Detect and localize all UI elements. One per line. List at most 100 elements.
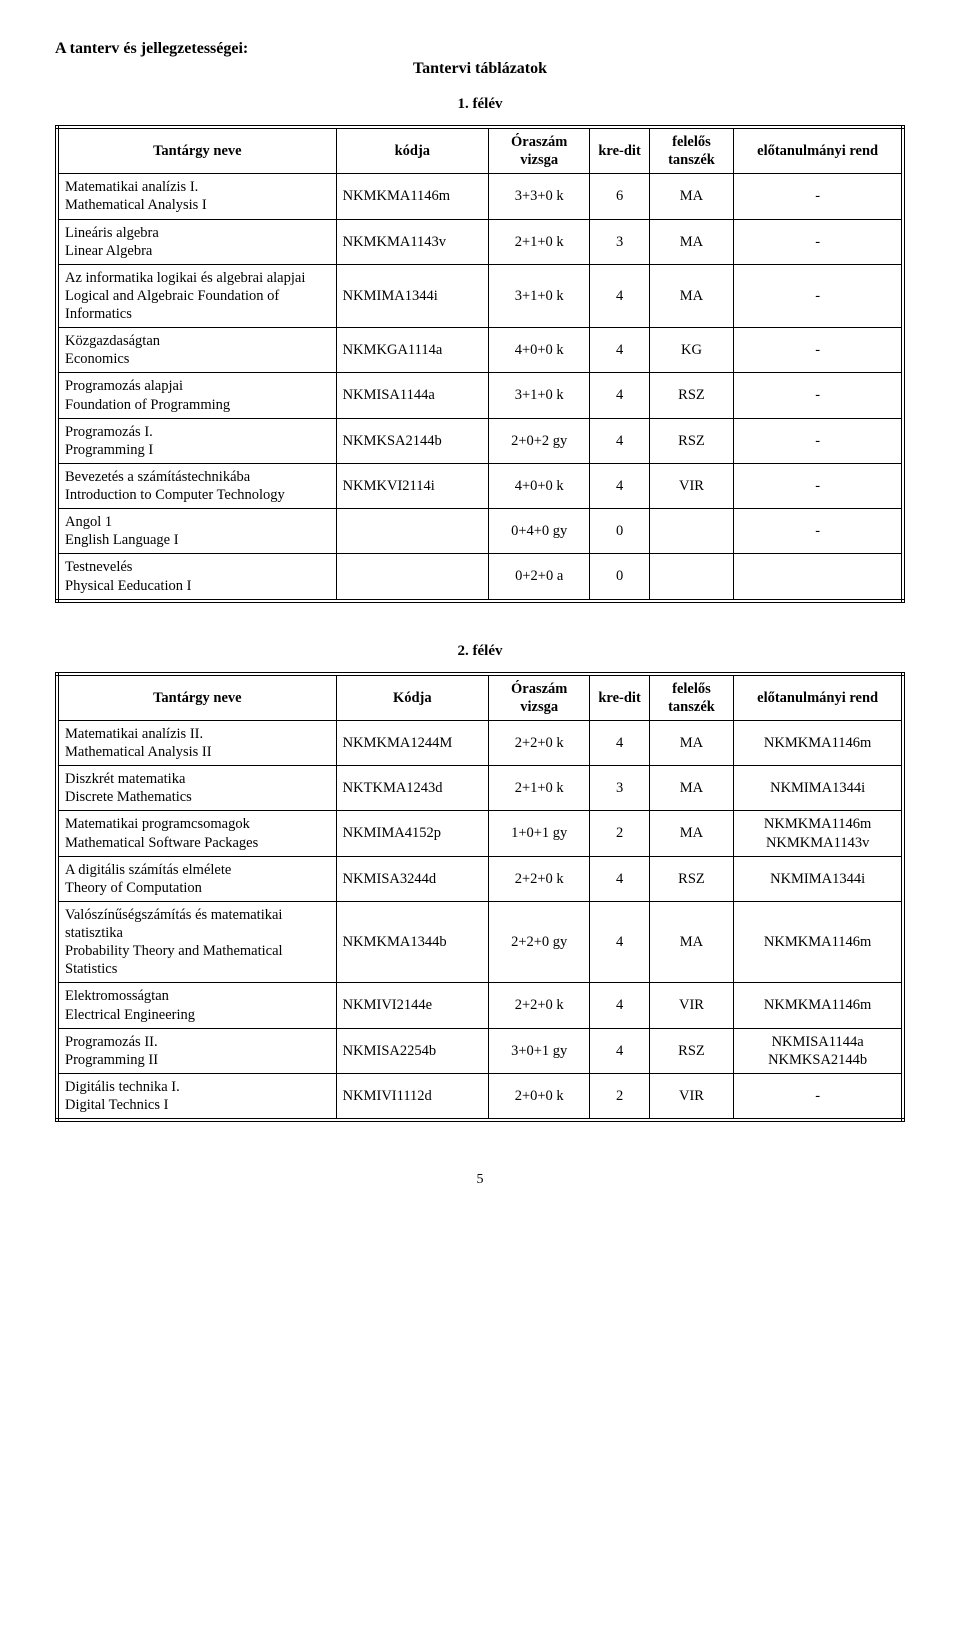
cell-prereq: - bbox=[734, 418, 903, 463]
col-code: Kódja bbox=[336, 674, 488, 721]
cell-hours: 4+0+0 k bbox=[488, 328, 590, 373]
cell-name: Programozás alapjai Foundation of Progra… bbox=[57, 373, 336, 418]
col-code: kódja bbox=[336, 127, 488, 174]
cell-name: Diszkrét matematika Discrete Mathematics bbox=[57, 766, 336, 811]
table-row: Programozás II. Programming IINKMISA2254… bbox=[57, 1028, 903, 1073]
cell-credit: 4 bbox=[590, 373, 649, 418]
table-row: Matematikai programcsomagok Mathematical… bbox=[57, 811, 903, 856]
cell-name: Az informatika logikai és algebrai alapj… bbox=[57, 264, 336, 327]
cell-name: Angol 1 English Language I bbox=[57, 509, 336, 554]
semester1-body: Matematikai analízis I. Mathematical Ana… bbox=[57, 174, 903, 601]
table-row: Lineáris algebra Linear AlgebraNKMKMA114… bbox=[57, 219, 903, 264]
cell-dept bbox=[649, 554, 734, 601]
cell-hours: 2+1+0 k bbox=[488, 219, 590, 264]
cell-credit: 2 bbox=[590, 1073, 649, 1120]
cell-prereq: NKMKMA1146m bbox=[734, 720, 903, 765]
cell-hours: 3+3+0 k bbox=[488, 174, 590, 219]
col-name: Tantárgy neve bbox=[57, 127, 336, 174]
cell-hours: 3+1+0 k bbox=[488, 373, 590, 418]
cell-code: NKMKSA2144b bbox=[336, 418, 488, 463]
page-title-left: A tanterv és jellegzetességei: bbox=[55, 40, 905, 58]
cell-name: Matematikai analízis I. Mathematical Ana… bbox=[57, 174, 336, 219]
cell-dept: MA bbox=[649, 219, 734, 264]
cell-code: NKMIMA1344i bbox=[336, 264, 488, 327]
cell-name: Digitális technika I. Digital Technics I bbox=[57, 1073, 336, 1120]
cell-prereq: - bbox=[734, 509, 903, 554]
table-header-row: Tantárgy neve kódja Óraszám vizsga kre-d… bbox=[57, 127, 903, 174]
cell-hours: 2+2+0 gy bbox=[488, 901, 590, 983]
cell-prereq: - bbox=[734, 328, 903, 373]
cell-hours: 0+2+0 a bbox=[488, 554, 590, 601]
cell-prereq bbox=[734, 554, 903, 601]
cell-hours: 2+0+2 gy bbox=[488, 418, 590, 463]
cell-code: NKTKMA1243d bbox=[336, 766, 488, 811]
cell-credit: 4 bbox=[590, 901, 649, 983]
col-dept: felelős tanszék bbox=[649, 127, 734, 174]
cell-credit: 2 bbox=[590, 811, 649, 856]
cell-name: Elektromosságtan Electrical Engineering bbox=[57, 983, 336, 1028]
cell-credit: 4 bbox=[590, 856, 649, 901]
cell-name: Bevezetés a számítástechnikába Introduct… bbox=[57, 463, 336, 508]
cell-prereq: NKMKMA1146m bbox=[734, 901, 903, 983]
cell-code bbox=[336, 554, 488, 601]
cell-credit: 3 bbox=[590, 219, 649, 264]
cell-prereq: NKMIMA1344i bbox=[734, 856, 903, 901]
cell-dept: VIR bbox=[649, 1073, 734, 1120]
cell-credit: 4 bbox=[590, 720, 649, 765]
cell-code: NKMIVI2144e bbox=[336, 983, 488, 1028]
semester2-heading: 2. félév bbox=[55, 643, 905, 660]
cell-credit: 6 bbox=[590, 174, 649, 219]
table-row: Matematikai analízis I. Mathematical Ana… bbox=[57, 174, 903, 219]
col-hours: Óraszám vizsga bbox=[488, 127, 590, 174]
col-name: Tantárgy neve bbox=[57, 674, 336, 721]
cell-code: NKMIVI1112d bbox=[336, 1073, 488, 1120]
col-hours: Óraszám vizsga bbox=[488, 674, 590, 721]
cell-prereq: - bbox=[734, 373, 903, 418]
cell-prereq: - bbox=[734, 463, 903, 508]
cell-name: Testnevelés Physical Eeducation I bbox=[57, 554, 336, 601]
cell-dept: MA bbox=[649, 720, 734, 765]
cell-code: NKMISA3244d bbox=[336, 856, 488, 901]
cell-dept: RSZ bbox=[649, 1028, 734, 1073]
cell-prereq: - bbox=[734, 174, 903, 219]
table-row: Közgazdaságtan EconomicsNKMKGA1114a4+0+0… bbox=[57, 328, 903, 373]
cell-hours: 4+0+0 k bbox=[488, 463, 590, 508]
cell-prereq: NKMISA1144a NKMKSA2144b bbox=[734, 1028, 903, 1073]
cell-dept: MA bbox=[649, 901, 734, 983]
cell-name: Matematikai programcsomagok Mathematical… bbox=[57, 811, 336, 856]
cell-credit: 4 bbox=[590, 1028, 649, 1073]
cell-prereq: - bbox=[734, 1073, 903, 1120]
table-row: Matematikai analízis II. Mathematical An… bbox=[57, 720, 903, 765]
cell-name: Valószínűségszámítás és matematikai stat… bbox=[57, 901, 336, 983]
cell-code: NKMKMA1344b bbox=[336, 901, 488, 983]
cell-prereq: NKMIMA1344i bbox=[734, 766, 903, 811]
cell-hours: 2+2+0 k bbox=[488, 983, 590, 1028]
cell-code: NKMKMA1244M bbox=[336, 720, 488, 765]
table-row: Digitális technika I. Digital Technics I… bbox=[57, 1073, 903, 1120]
cell-code: NKMKMA1146m bbox=[336, 174, 488, 219]
cell-code bbox=[336, 509, 488, 554]
table-row: Programozás alapjai Foundation of Progra… bbox=[57, 373, 903, 418]
page-title-center: Tantervi táblázatok bbox=[55, 60, 905, 78]
page-number: 5 bbox=[55, 1172, 905, 1188]
cell-credit: 0 bbox=[590, 554, 649, 601]
cell-credit: 4 bbox=[590, 463, 649, 508]
col-prereq: előtanulmányi rend bbox=[734, 127, 903, 174]
cell-credit: 0 bbox=[590, 509, 649, 554]
cell-dept: KG bbox=[649, 328, 734, 373]
cell-code: NKMIMA4152p bbox=[336, 811, 488, 856]
cell-dept: MA bbox=[649, 174, 734, 219]
cell-name: A digitális számítás elmélete Theory of … bbox=[57, 856, 336, 901]
table-row: Bevezetés a számítástechnikába Introduct… bbox=[57, 463, 903, 508]
table-row: Programozás I. Programming INKMKSA2144b2… bbox=[57, 418, 903, 463]
cell-dept: VIR bbox=[649, 983, 734, 1028]
cell-credit: 4 bbox=[590, 264, 649, 327]
semester1-heading: 1. félév bbox=[55, 96, 905, 113]
cell-hours: 0+4+0 gy bbox=[488, 509, 590, 554]
semester2-body: Matematikai analízis II. Mathematical An… bbox=[57, 720, 903, 1120]
cell-dept: RSZ bbox=[649, 373, 734, 418]
cell-dept bbox=[649, 509, 734, 554]
cell-dept: MA bbox=[649, 811, 734, 856]
cell-credit: 4 bbox=[590, 983, 649, 1028]
cell-code: NKMKGA1114a bbox=[336, 328, 488, 373]
